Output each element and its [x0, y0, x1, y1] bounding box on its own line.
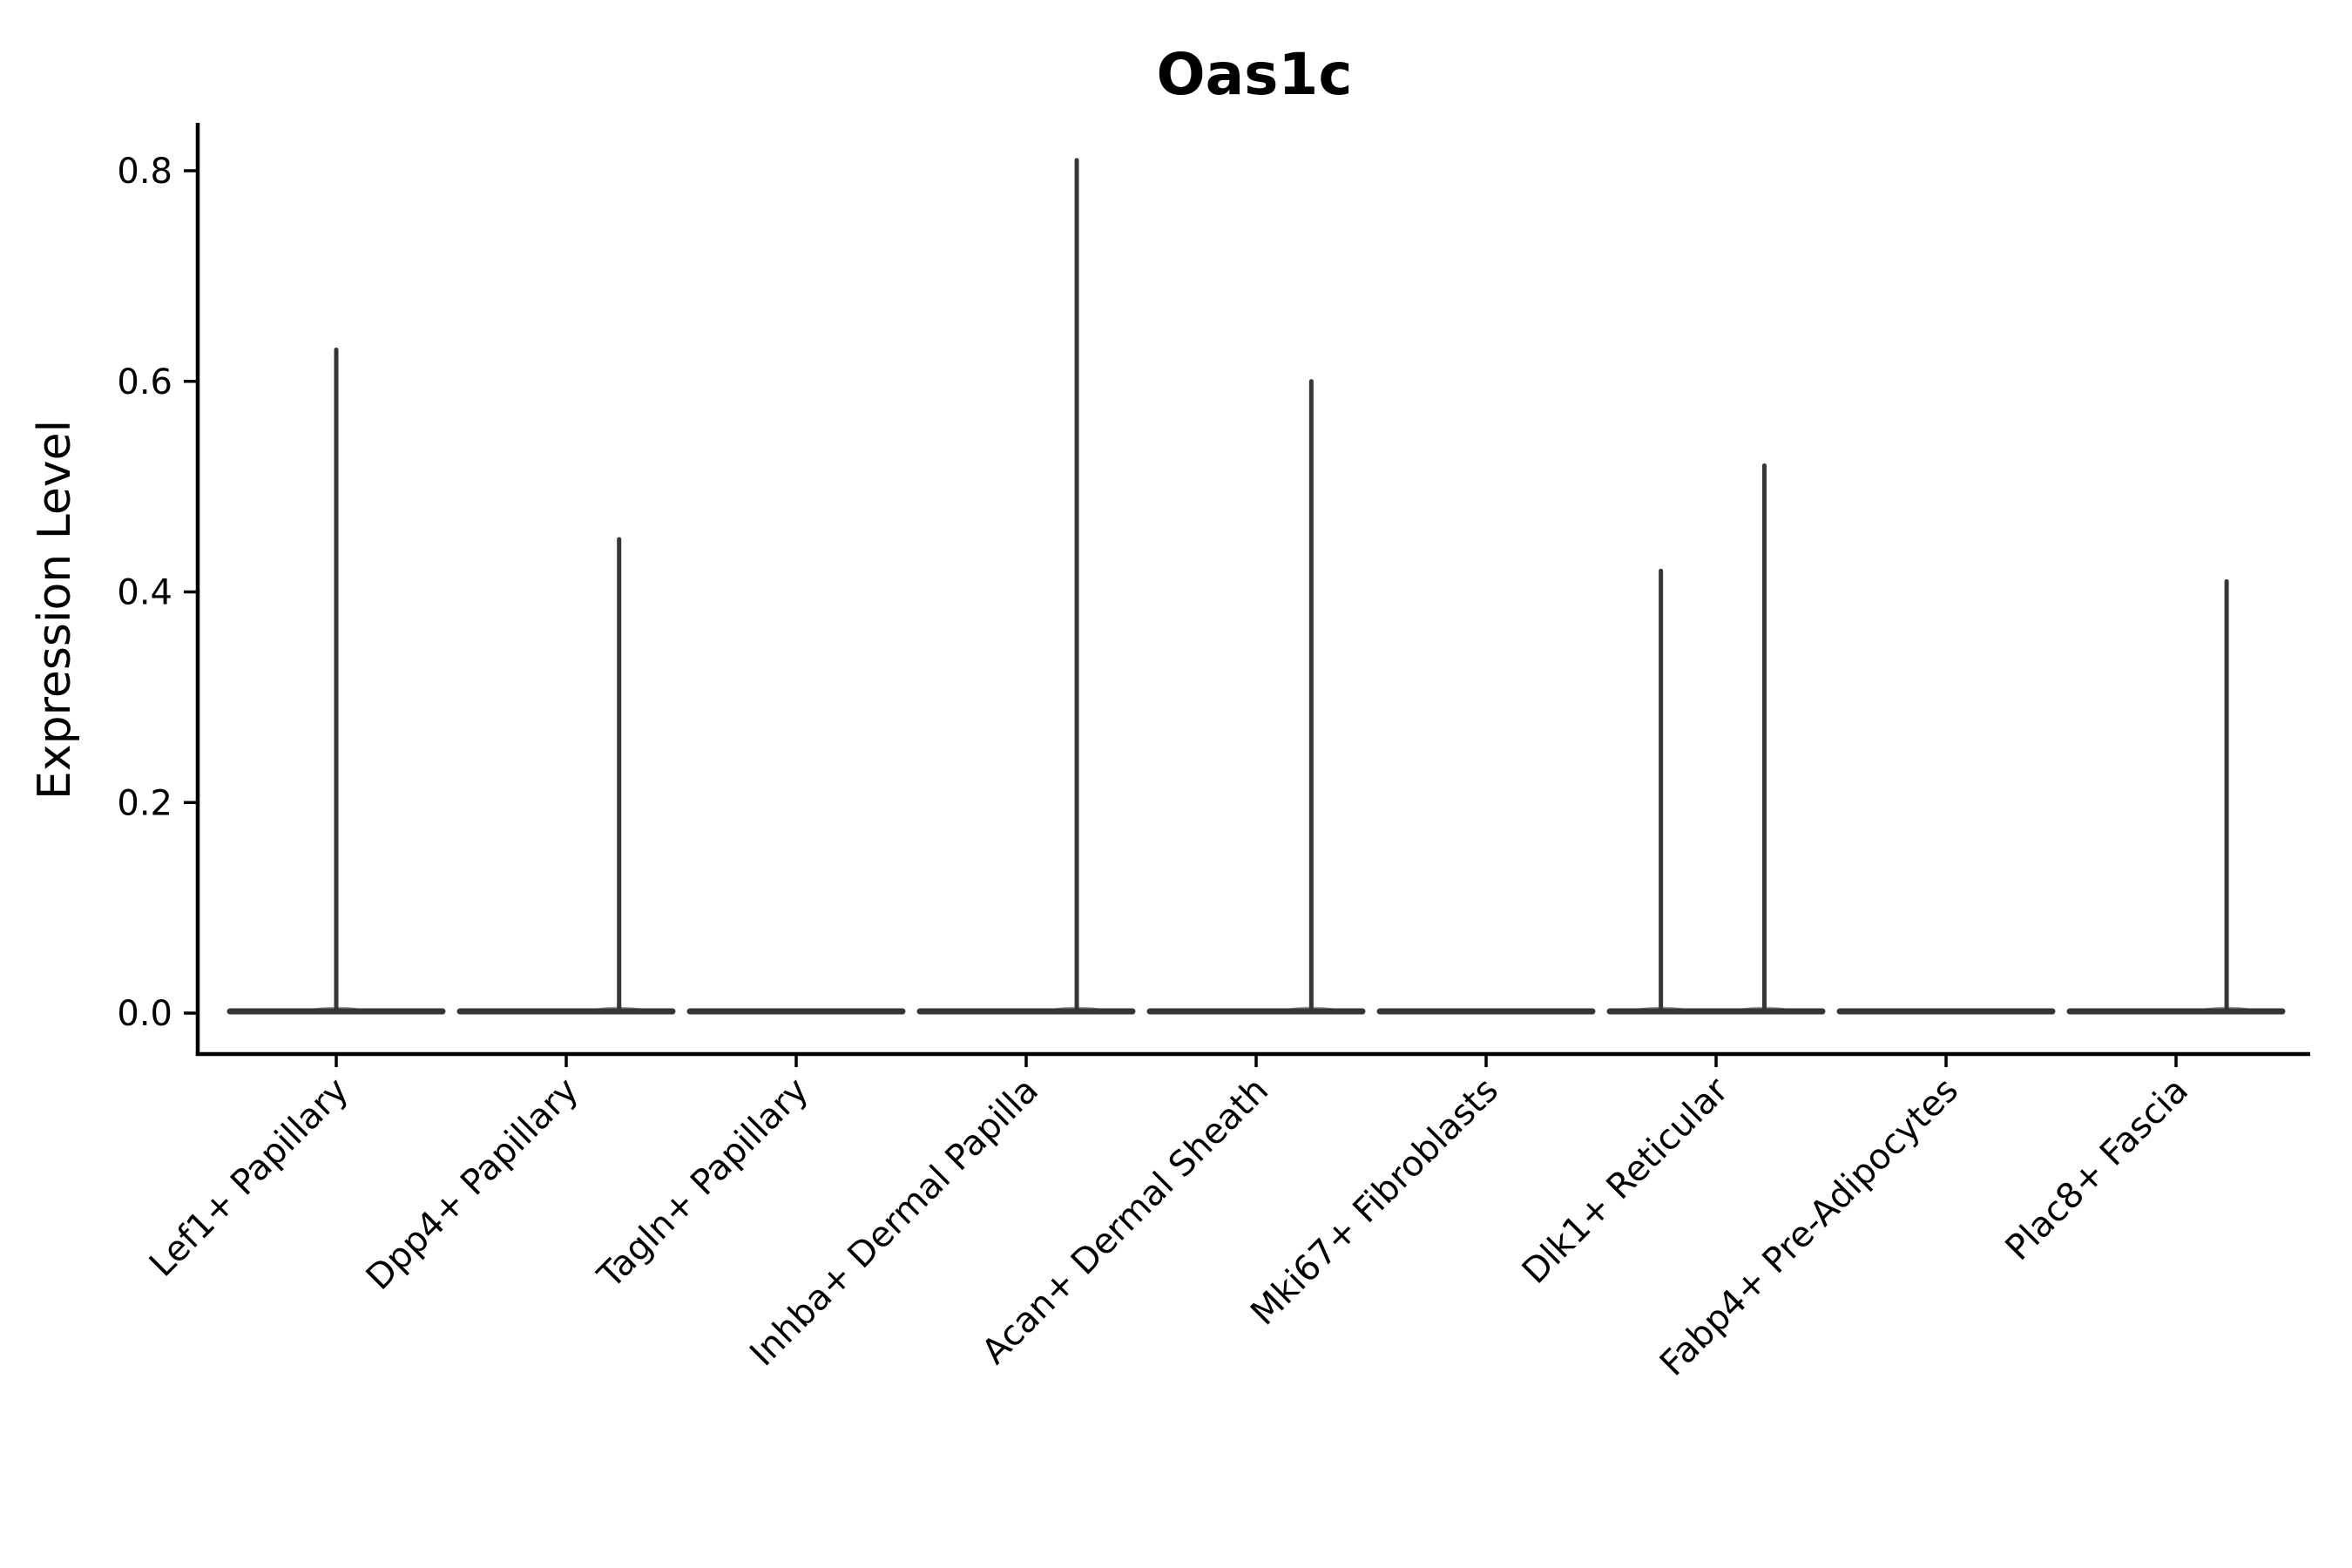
y-tick-label: 0.8	[117, 152, 172, 192]
x-tick-label: Mki67+ Fibroblasts	[1243, 1071, 1506, 1334]
y-tick-label: 0.0	[117, 994, 172, 1034]
x-tick-label: Plac8+ Fascia	[1998, 1071, 2197, 1269]
x-tick-label: Dlk1+ Reticular	[1515, 1070, 1737, 1292]
y-axis-label: Expression Level	[29, 420, 81, 800]
plot-content: 0.0 0.2 0.4 0.6 0.8 Lef1+ Papillary Dpp4+ Papi…	[117, 152, 2286, 1384]
x-tick-label: Tagln+ Papillary	[590, 1071, 816, 1297]
y-tick-label: 0.6	[117, 362, 172, 402]
x-tick-label: Dpp4+ Papillary	[359, 1071, 586, 1298]
y-tick-label: 0.2	[117, 783, 172, 823]
y-tick-label: 0.4	[117, 573, 172, 613]
x-tick-label: Lef1+ Papillary	[142, 1071, 356, 1285]
chart-title: Oas1c	[1157, 41, 1353, 108]
